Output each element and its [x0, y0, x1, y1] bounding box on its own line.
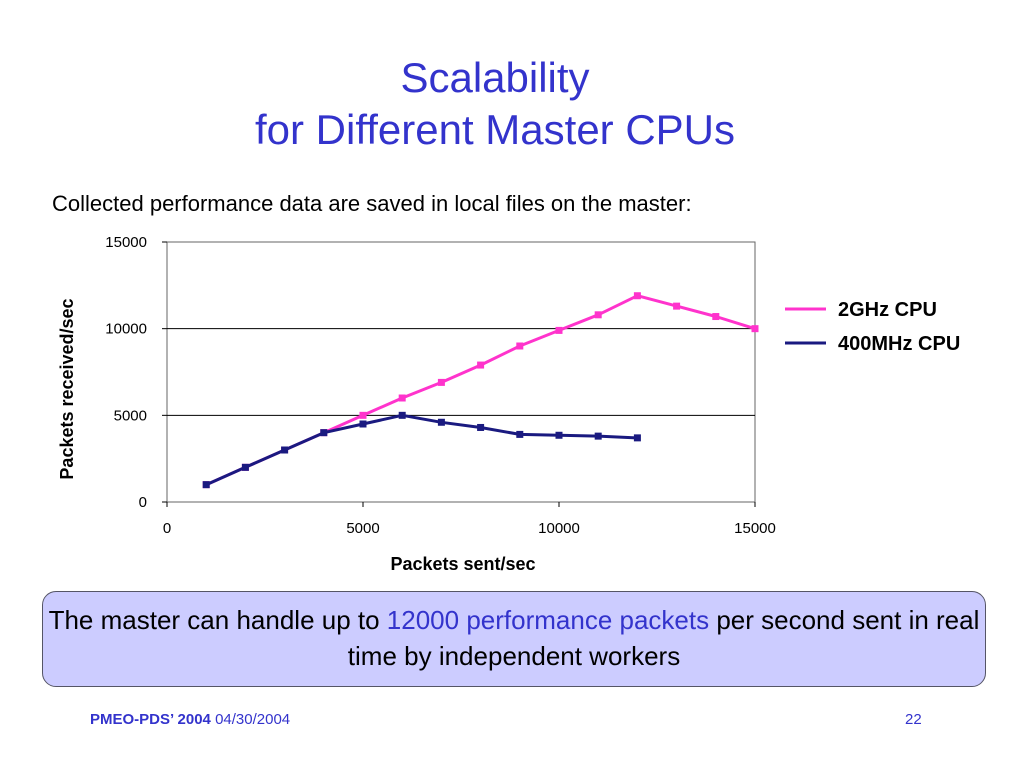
title-line-1: Scalability — [400, 54, 590, 101]
callout-text-before: The master can handle up to — [48, 605, 387, 635]
y-tick-label: 15000 — [105, 234, 147, 251]
series-1-point — [477, 361, 485, 369]
series-2-point — [359, 420, 367, 428]
series-1-point — [516, 342, 524, 350]
y-tick-label: 5000 — [114, 407, 147, 424]
series-1-point — [673, 302, 681, 310]
footer-left: PMEO-PDS’ 2004 04/30/2004 — [90, 711, 290, 728]
slide-title: Scalability for Different Master CPUs — [0, 52, 990, 156]
series-1-point — [359, 411, 367, 419]
slide-subtitle: Collected performance data are saved in … — [52, 191, 692, 216]
series-1-point — [633, 292, 641, 300]
footer-date: 04/30/2004 — [215, 711, 291, 728]
series-1-point — [437, 378, 445, 386]
legend-label-1: 2GHz CPU — [838, 299, 937, 321]
series-1-point — [594, 311, 602, 319]
series-1-point — [712, 313, 720, 321]
title-line-2: for Different Master CPUs — [254, 106, 736, 153]
y-tick-label: 0 — [139, 494, 147, 511]
legend-label-2: 400MHz CPU — [838, 333, 960, 355]
series-2-point — [398, 411, 406, 419]
series-1-point — [398, 394, 406, 402]
scalability-chart: 0 5000 10000 15000 0 5000 10000 15000 Packets s… — [57, 234, 960, 574]
x-tick-label: 15000 — [734, 520, 776, 537]
callout-box: The master can handle up to 12000 perfor… — [42, 591, 986, 687]
footer-page-number: 22 — [905, 711, 922, 728]
callout-highlight: 12000 performance packets — [386, 605, 710, 635]
footer-conference: PMEO-PDS’ 2004 — [90, 711, 211, 728]
legend: 2GHz CPU 400MHz CPU — [785, 299, 960, 355]
series-2-point — [477, 423, 485, 431]
series-2-point — [320, 429, 328, 437]
series-line-2 — [205, 413, 638, 487]
x-axis-label: Packets sent/sec — [390, 554, 535, 574]
x-tick-label: 5000 — [346, 520, 379, 537]
y-axis-label: Packets received/sec — [57, 298, 77, 479]
series-2-point — [633, 434, 641, 442]
series-2-point — [555, 431, 563, 439]
series-2-point — [516, 430, 524, 438]
series-1-point — [751, 325, 759, 333]
callout-text-after: per second sent in real time by independ… — [347, 605, 980, 671]
series-2-point — [241, 463, 249, 471]
series-2-point — [594, 432, 602, 440]
series-1-point — [555, 326, 563, 334]
series-2-point — [281, 446, 289, 454]
x-tick-label: 0 — [163, 520, 171, 537]
y-tick-label: 10000 — [105, 321, 147, 338]
series-2-point — [202, 481, 210, 489]
x-tick-label: 10000 — [538, 520, 580, 537]
series-2-point — [437, 418, 445, 426]
